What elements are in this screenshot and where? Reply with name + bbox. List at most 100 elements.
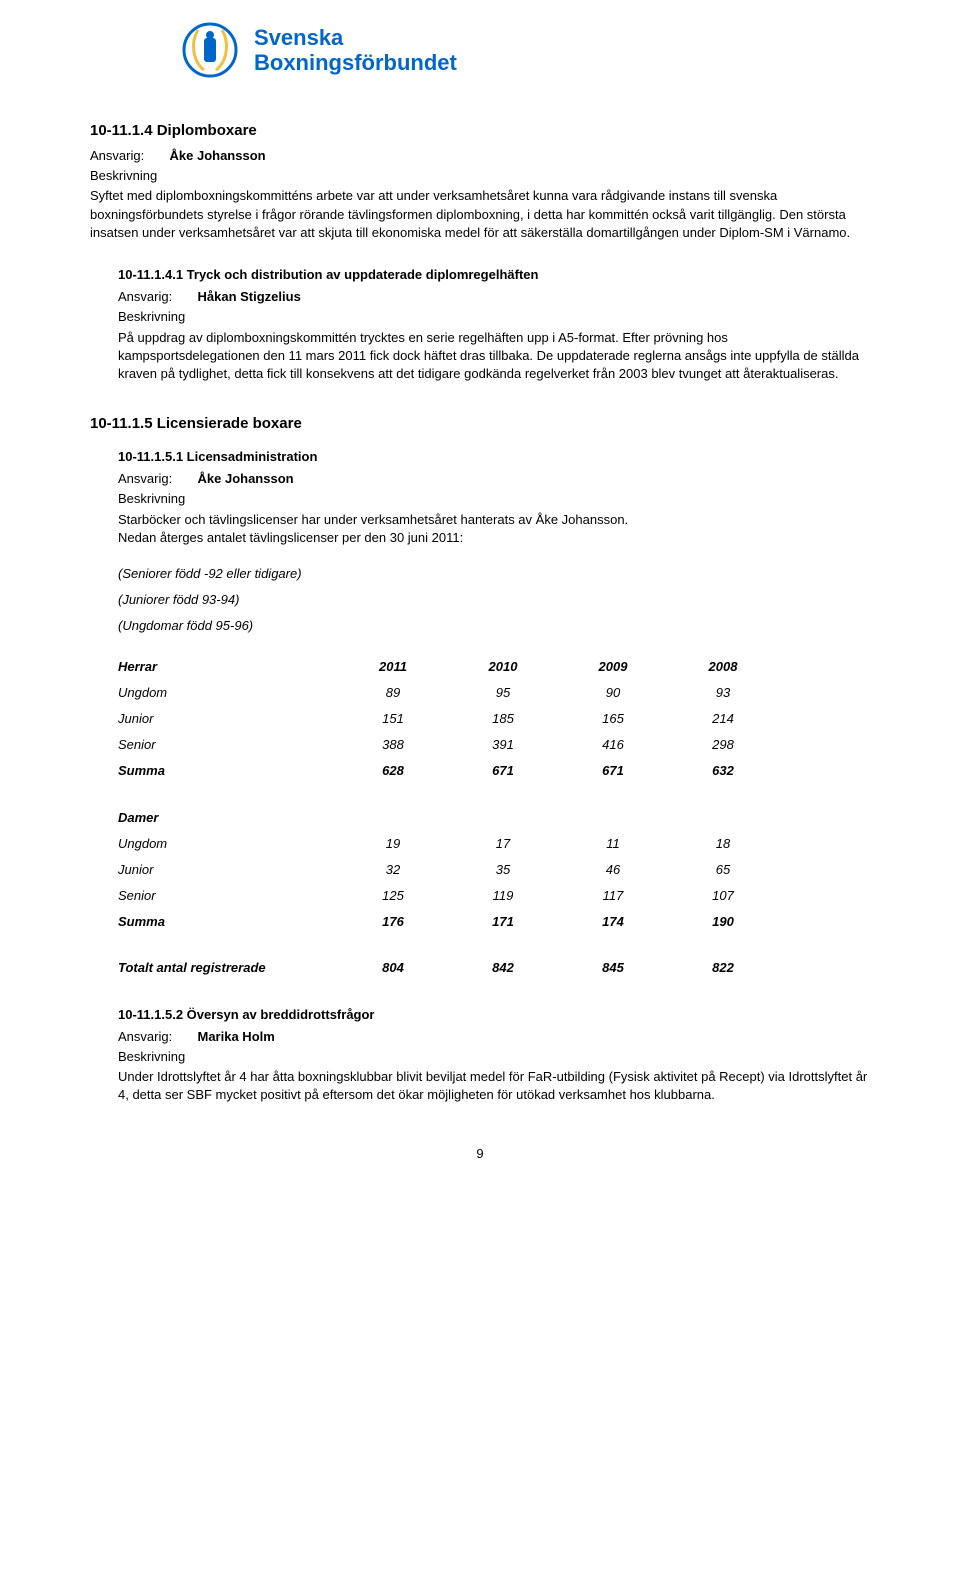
table-row: Junior 151 185 165 214 bbox=[118, 706, 870, 732]
subsection-heading: 10-11.1.4.1 Tryck och distribution av up… bbox=[118, 266, 870, 284]
section-heading: 10-11.1.4 Diplomboxare bbox=[90, 120, 870, 141]
beskrivning-label: Beskrivning bbox=[118, 490, 870, 508]
ansvarig-row: Ansvarig: Håkan Stigzelius bbox=[118, 288, 870, 306]
th-label: Herrar bbox=[118, 654, 338, 680]
th-2009: 2009 bbox=[558, 654, 668, 680]
cell: 19 bbox=[338, 831, 448, 857]
cell: 11 bbox=[558, 831, 668, 857]
cell: 151 bbox=[338, 706, 448, 732]
cell: 628 bbox=[338, 758, 448, 784]
section-2-heading: 10-11.1.5 Licensierade boxare bbox=[90, 413, 870, 434]
cell: 93 bbox=[668, 680, 778, 706]
table-row-summa: Summa 628 671 671 632 bbox=[118, 758, 870, 784]
ansvarig-label: Ansvarig: bbox=[90, 147, 144, 165]
cell-label: Summa bbox=[118, 909, 338, 935]
cell: 176 bbox=[338, 909, 448, 935]
note-juniorer: (Juniorer född 93-94) bbox=[118, 591, 870, 609]
cell: 171 bbox=[448, 909, 558, 935]
cell: 842 bbox=[448, 955, 558, 981]
logo-line1: Svenska bbox=[254, 25, 457, 50]
note-ungdomar: (Ungdomar född 95-96) bbox=[118, 617, 870, 635]
subsection-heading: 10-11.1.5.1 Licensadministration bbox=[118, 448, 870, 466]
cell: 117 bbox=[558, 883, 668, 909]
table-row: Senior 388 391 416 298 bbox=[118, 732, 870, 758]
cell: 845 bbox=[558, 955, 668, 981]
table-row: Junior 32 35 46 65 bbox=[118, 857, 870, 883]
cell-label: Ungdom bbox=[118, 680, 338, 706]
license-table: Herrar 2011 2010 2009 2008 Ungdom 89 95 … bbox=[118, 654, 870, 982]
page-number: 9 bbox=[90, 1145, 870, 1163]
cell-label: Senior bbox=[118, 883, 338, 909]
ansvarig-value: Håkan Stigzelius bbox=[198, 289, 301, 304]
cell: 214 bbox=[668, 706, 778, 732]
cell: 804 bbox=[338, 955, 448, 981]
body-line-1: Starböcker och tävlingslicenser har unde… bbox=[118, 511, 870, 529]
ansvarig-row: Ansvarig: Åke Johansson bbox=[118, 470, 870, 488]
cell: 298 bbox=[668, 732, 778, 758]
cell: 416 bbox=[558, 732, 668, 758]
ansvarig-row: Ansvarig: Åke Johansson bbox=[90, 147, 870, 165]
table-row-summa: Summa 176 171 174 190 bbox=[118, 909, 870, 935]
table-row-total: Totalt antal registrerade 804 842 845 82… bbox=[118, 955, 870, 981]
cell: 174 bbox=[558, 909, 668, 935]
ansvarig-value: Åke Johansson bbox=[170, 148, 266, 163]
cell: 671 bbox=[558, 758, 668, 784]
subsection-heading: 10-11.1.5.2 Översyn av breddidrottsfrågo… bbox=[118, 1006, 870, 1024]
section-1: 10-11.1.4 Diplomboxare Ansvarig: Åke Joh… bbox=[90, 120, 870, 242]
cell-label: Ungdom bbox=[118, 831, 338, 857]
cell-label: Junior bbox=[118, 706, 338, 732]
beskrivning-label: Beskrivning bbox=[118, 1048, 870, 1066]
cell: 18 bbox=[668, 831, 778, 857]
cell: 125 bbox=[338, 883, 448, 909]
cell: 107 bbox=[668, 883, 778, 909]
logo-text: Svenska Boxningsförbundet bbox=[254, 25, 457, 76]
ansvarig-value: Marika Holm bbox=[198, 1029, 275, 1044]
cell: 89 bbox=[338, 680, 448, 706]
table-header-row: Herrar 2011 2010 2009 2008 bbox=[118, 654, 870, 680]
logo-line2: Boxningsförbundet bbox=[254, 50, 457, 75]
cell: 388 bbox=[338, 732, 448, 758]
cell-label: Senior bbox=[118, 732, 338, 758]
cell: 95 bbox=[448, 680, 558, 706]
cell: 119 bbox=[448, 883, 558, 909]
organization-logo-icon bbox=[180, 20, 240, 80]
body-line-2: Nedan återges antalet tävlingslicenser p… bbox=[118, 529, 870, 547]
note-seniorer: (Seniorer född -92 eller tidigare) bbox=[118, 565, 870, 583]
section-body: Syftet med diplomboxningskommitténs arbe… bbox=[90, 187, 870, 242]
ansvarig-label: Ansvarig: bbox=[118, 470, 172, 488]
table-row: Ungdom 89 95 90 93 bbox=[118, 680, 870, 706]
cell: 185 bbox=[448, 706, 558, 732]
table-row: Ungdom 19 17 11 18 bbox=[118, 831, 870, 857]
subsection-1-1: 10-11.1.4.1 Tryck och distribution av up… bbox=[118, 266, 870, 383]
cell: 90 bbox=[558, 680, 668, 706]
cell: 35 bbox=[448, 857, 558, 883]
cell: 65 bbox=[668, 857, 778, 883]
cell: 165 bbox=[558, 706, 668, 732]
cell: 32 bbox=[338, 857, 448, 883]
cell: 822 bbox=[668, 955, 778, 981]
subsection-2-2: 10-11.1.5.2 Översyn av breddidrottsfrågo… bbox=[118, 1006, 870, 1105]
cell: 17 bbox=[448, 831, 558, 857]
ansvarig-label: Ansvarig: bbox=[118, 1028, 172, 1046]
table-row: Senior 125 119 117 107 bbox=[118, 883, 870, 909]
subsection-2-1: 10-11.1.5.1 Licensadministration Ansvari… bbox=[118, 448, 870, 982]
beskrivning-label: Beskrivning bbox=[118, 308, 870, 326]
ansvarig-value: Åke Johansson bbox=[198, 471, 294, 486]
ansvarig-label: Ansvarig: bbox=[118, 288, 172, 306]
cell-label: Summa bbox=[118, 758, 338, 784]
cell-label: Totalt antal registrerade bbox=[118, 955, 338, 981]
th-2010: 2010 bbox=[448, 654, 558, 680]
cell: 632 bbox=[668, 758, 778, 784]
logo-header: Svenska Boxningsförbundet bbox=[180, 20, 870, 80]
subsection-body: På uppdrag av diplomboxningskommittén tr… bbox=[118, 329, 870, 384]
beskrivning-label: Beskrivning bbox=[90, 167, 870, 185]
cell: 190 bbox=[668, 909, 778, 935]
ansvarig-row: Ansvarig: Marika Holm bbox=[118, 1028, 870, 1046]
th-2011: 2011 bbox=[338, 654, 448, 680]
cell: 46 bbox=[558, 857, 668, 883]
th-2008: 2008 bbox=[668, 654, 778, 680]
subsection-body: Under Idrottslyftet år 4 har åtta boxnin… bbox=[118, 1068, 870, 1104]
cell: 671 bbox=[448, 758, 558, 784]
cell-label: Junior bbox=[118, 857, 338, 883]
table-damer-header: Damer bbox=[118, 805, 870, 831]
